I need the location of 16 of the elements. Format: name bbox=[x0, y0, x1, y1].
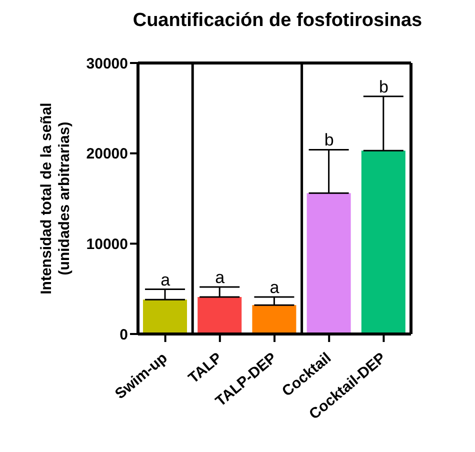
bar bbox=[198, 296, 242, 334]
annotation: a bbox=[215, 268, 226, 288]
annotation: a bbox=[270, 278, 280, 297]
y-tick-label: 20000 bbox=[86, 146, 128, 163]
bar bbox=[143, 300, 187, 334]
bar bbox=[306, 193, 351, 334]
annotation: b bbox=[324, 130, 334, 150]
y-tick-label: 10000 bbox=[86, 236, 128, 253]
annotation: a bbox=[160, 270, 171, 290]
bar bbox=[361, 150, 406, 334]
y-tick-label: 30000 bbox=[86, 55, 128, 72]
chart-title: Cuantificación de fosfotirosinas bbox=[132, 10, 424, 33]
y-tick-label: 0 bbox=[120, 326, 128, 344]
y-axis-title: Intensidad total de la señal (unidades arbitrarias) bbox=[38, 102, 73, 294]
bar bbox=[252, 305, 296, 334]
annotation: b bbox=[378, 77, 388, 96]
